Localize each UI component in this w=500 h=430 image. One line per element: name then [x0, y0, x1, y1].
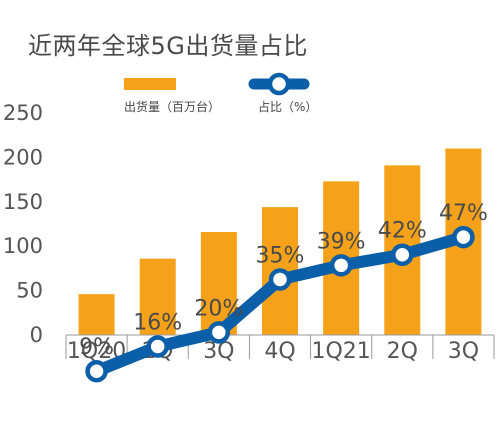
chart-title: 近两年全球5G出货量占比 — [28, 32, 308, 60]
legend-swatch-shipments — [124, 78, 176, 90]
y-axis: 0 50 100 150 200 250 — [3, 101, 43, 347]
share-point — [85, 359, 108, 383]
share-data-label: 16% — [133, 311, 182, 336]
x-axis: 1Q202Q3Q4Q1Q212Q3Q — [65, 334, 495, 364]
y-tick-label: 150 — [3, 190, 43, 214]
legend: 出货量（百万台） 占比（%） — [124, 72, 317, 114]
y-tick-label: 0 — [30, 323, 43, 347]
x-tick-label: 3Q — [448, 339, 479, 364]
share-data-label: 42% — [378, 219, 427, 244]
share-point — [268, 268, 292, 291]
legend-label-share: 占比（%） — [258, 99, 317, 114]
share-data-label: 35% — [256, 243, 305, 268]
share-point — [146, 335, 169, 358]
share-point — [452, 225, 475, 249]
legend-label-shipments: 出货量（百万台） — [124, 99, 220, 114]
y-tick-label: 50 — [16, 279, 43, 303]
share-data-label: 20% — [194, 296, 243, 321]
y-tick-label: 100 — [3, 234, 43, 258]
y-tick-label: 250 — [3, 101, 43, 125]
share-point — [207, 321, 231, 344]
bar-shipments — [139, 258, 176, 335]
share-point — [391, 243, 414, 266]
share-point — [329, 254, 353, 277]
x-tick-label: 4Q — [264, 339, 295, 364]
share-data-label: 9% — [79, 335, 114, 360]
x-tick-label: 1Q21 — [311, 339, 370, 364]
share-data-label: 47% — [439, 201, 488, 226]
bar-shipments — [78, 294, 115, 335]
y-tick-label: 200 — [3, 145, 43, 169]
x-tick-label: 2Q — [387, 339, 418, 364]
data-labels: 9% 16% 20% 35% 39% 42% 47% — [79, 201, 488, 360]
legend-marker-share — [267, 72, 291, 96]
share-data-label: 39% — [317, 229, 366, 254]
share-line-series — [85, 225, 475, 383]
